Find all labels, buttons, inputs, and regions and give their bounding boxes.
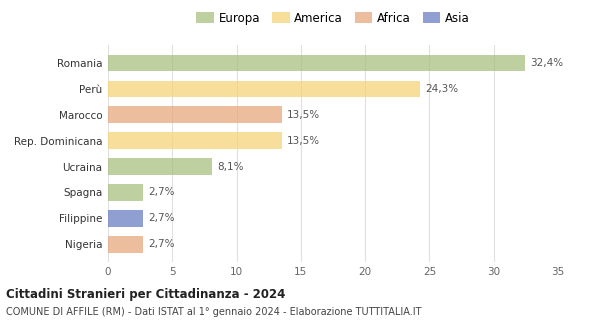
Bar (108, 210, 143, 227)
Legend: Europa, America, Africa, Asia: Europa, America, Africa, Asia (196, 12, 470, 25)
Bar (108, 236, 143, 252)
Text: 32,4%: 32,4% (530, 58, 563, 68)
Text: 8,1%: 8,1% (217, 162, 244, 172)
Bar (108, 55, 524, 71)
Text: 13,5%: 13,5% (287, 110, 320, 120)
Bar (108, 81, 421, 97)
Text: COMUNE DI AFFILE (RM) - Dati ISTAT al 1° gennaio 2024 - Elaborazione TUTTITALIA.: COMUNE DI AFFILE (RM) - Dati ISTAT al 1°… (6, 307, 421, 317)
Bar (108, 158, 212, 175)
Text: 24,3%: 24,3% (425, 84, 458, 94)
Bar (108, 107, 281, 123)
Text: 2,7%: 2,7% (148, 239, 175, 249)
Text: Cittadini Stranieri per Cittadinanza - 2024: Cittadini Stranieri per Cittadinanza - 2… (6, 288, 286, 301)
Bar (108, 132, 281, 149)
Bar (108, 184, 143, 201)
Text: 2,7%: 2,7% (148, 213, 175, 223)
Text: 13,5%: 13,5% (287, 136, 320, 146)
Text: 2,7%: 2,7% (148, 188, 175, 197)
